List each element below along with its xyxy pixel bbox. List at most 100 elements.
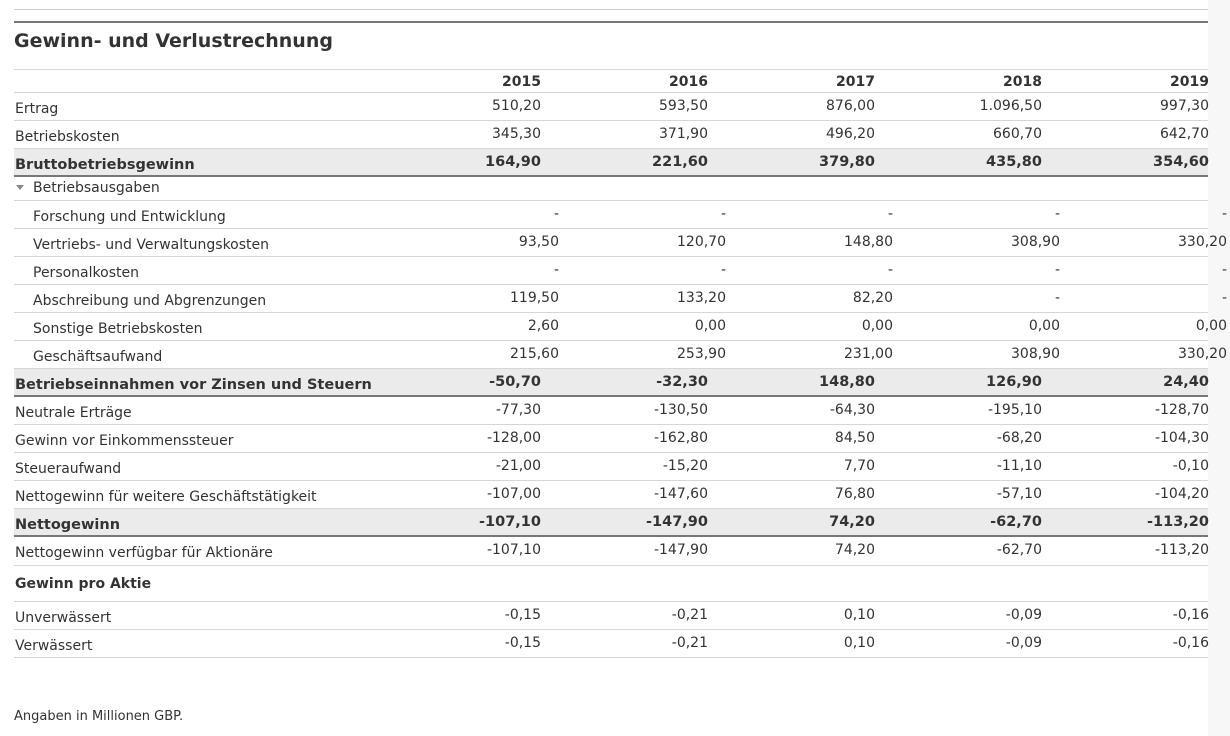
cell-value: 510,20 [492,98,541,114]
table-row: Verwässert -0,15 -0,21 0,10 -0,09 -0,16 [14,630,1209,658]
cell-value: 2,60 [527,318,559,334]
cell-value: -128,70 [1154,402,1209,418]
row-label: Betriebskosten [15,129,120,145]
row-label: Nettogewinn verfügbar für Aktionäre [15,545,273,561]
table-row: Betriebskosten 345,30 371,90 496,20 660,… [14,121,1209,149]
row-label: Bruttobetriebsgewinn [15,157,195,173]
cell-value: 221,60 [652,154,708,170]
row-label: Neutrale Erträge [15,405,132,421]
row-label: Geschäftsaufwand [33,349,163,365]
cell-value: -0,15 [504,607,541,623]
cell-value: 119,50 [510,290,559,306]
cell-value: 876,00 [826,98,875,114]
cell-value: 371,90 [659,126,708,142]
cell-value: - [553,206,559,222]
cell-value: 330,20 [1178,346,1227,362]
table-row: Abschreibung und Abgrenzungen 119,50 133… [14,285,1227,313]
cell-value: 7,70 [843,458,875,474]
cell-value: -130,50 [653,402,708,418]
cell-value: 0,10 [843,607,875,623]
section-title: Gewinn pro Aktie [15,576,152,592]
cell-value: 308,90 [1011,346,1060,362]
row-label: Verwässert [15,638,93,654]
cell-value: 308,90 [1011,234,1060,250]
cell-value: -0,21 [671,607,708,623]
cell-value: - [1221,290,1227,306]
cell-value: -11,10 [996,458,1042,474]
cell-value: 330,20 [1178,234,1227,250]
cell-value: - [720,206,726,222]
expand-toggle-operating-expenses[interactable]: Betriebsausgaben [14,177,1208,201]
cell-value: 0,00 [1195,318,1227,334]
cell-value: 148,80 [844,234,893,250]
cell-value: 74,20 [834,542,875,558]
cell-value: - [1221,206,1227,222]
header-label-cell [14,70,374,78]
cell-value: 253,90 [677,346,726,362]
section-label[interactable]: Betriebsausgaben [14,177,374,196]
cell-value: - [887,262,893,278]
table-row: Geschäftsaufwand 215,60 253,90 231,00 30… [14,341,1227,369]
cell-value: 93,50 [518,234,559,250]
year-header: 2015 [502,74,541,90]
cell-value: - [1054,262,1060,278]
page-title: Gewinn- und Verlustrechnung [14,30,333,52]
row-label: Nettogewinn für weitere Geschäftstätigke… [15,489,317,505]
cell-value: 148,80 [819,374,875,390]
caret-down-icon[interactable] [16,184,24,190]
cell-value: 74,20 [829,514,875,530]
cell-value: - [553,262,559,278]
year-header: 2017 [836,74,875,90]
table-row: Steueraufwand -21,00 -15,20 7,70 -11,10 … [14,453,1209,481]
cell-value: -107,00 [486,486,541,502]
cell-value: -162,80 [653,430,708,446]
cell-value: 435,80 [986,154,1042,170]
cell-value: 24,40 [1163,374,1209,390]
cell-value: 82,20 [852,290,893,306]
row-label: Nettogewinn [15,517,121,533]
cell-value: 76,80 [834,486,875,502]
cell-value: -0,16 [1172,635,1209,651]
row-label: Betriebseinnahmen vor Zinsen und Steuern [15,377,372,393]
table-header-row: 2015 2016 2017 2018 2019 [14,70,1209,93]
table-row: Unverwässert -0,15 -0,21 0,10 -0,09 -0,1… [14,602,1209,630]
subtotal-row: Nettogewinn -107,10 -147,90 74,20 -62,70… [14,509,1209,537]
table-row: Nettogewinn für weitere Geschäftstätigke… [14,481,1209,509]
year-header: 2019 [1170,74,1209,90]
cell-value: -147,90 [646,514,708,530]
cell-value: -64,30 [829,402,875,418]
cell-value: -128,00 [486,430,541,446]
cell-value: -15,20 [662,458,708,474]
table-row: Gewinn vor Einkommenssteuer -128,00 -162… [14,425,1209,453]
cell-value: -50,70 [489,374,541,390]
cell-value: 164,90 [485,154,541,170]
subtotal-row: Betriebseinnahmen vor Zinsen und Steuern… [14,369,1209,397]
table-row: Nettogewinn verfügbar für Aktionäre -107… [14,537,1209,566]
cell-value: 231,00 [844,346,893,362]
footnote: Angaben in Millionen GBP. [14,709,184,724]
financial-table: 2015 2016 2017 2018 2019 Ertrag 510,20 5… [14,69,1227,658]
row-label: Sonstige Betriebskosten [33,321,203,337]
section-label-text: Betriebsausgaben [33,180,160,196]
cell-value: -147,60 [653,486,708,502]
year-header: 2018 [1003,74,1042,90]
cell-value: -62,70 [996,542,1042,558]
row-label: Personalkosten [33,265,139,281]
table-row: Ertrag 510,20 593,50 876,00 1.096,50 997… [14,93,1209,121]
cell-value: -0,16 [1172,607,1209,623]
cell-value: - [1054,290,1060,306]
cell-value: -32,30 [656,374,708,390]
cell-value: 379,80 [819,154,875,170]
table-row: Neutrale Erträge -77,30 -130,50 -64,30 -… [14,397,1209,425]
cell-value: -77,30 [495,402,541,418]
cell-value: 345,30 [492,126,541,142]
cell-value: - [720,262,726,278]
row-label: Ertrag [15,101,59,117]
cell-value: -107,10 [479,514,541,530]
row-label: Gewinn vor Einkommenssteuer [15,433,234,449]
row-label: Abschreibung und Abgrenzungen [33,293,267,309]
year-header: 2016 [669,74,708,90]
cell-value: 84,50 [834,430,875,446]
cell-value: - [887,206,893,222]
cell-value: 660,70 [993,126,1042,142]
